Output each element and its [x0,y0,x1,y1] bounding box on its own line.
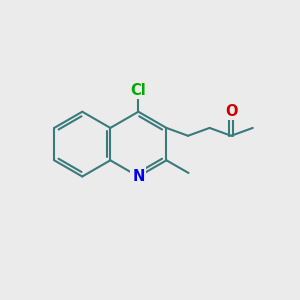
Text: N: N [132,169,145,184]
Text: Cl: Cl [130,83,146,98]
Text: O: O [225,104,237,119]
